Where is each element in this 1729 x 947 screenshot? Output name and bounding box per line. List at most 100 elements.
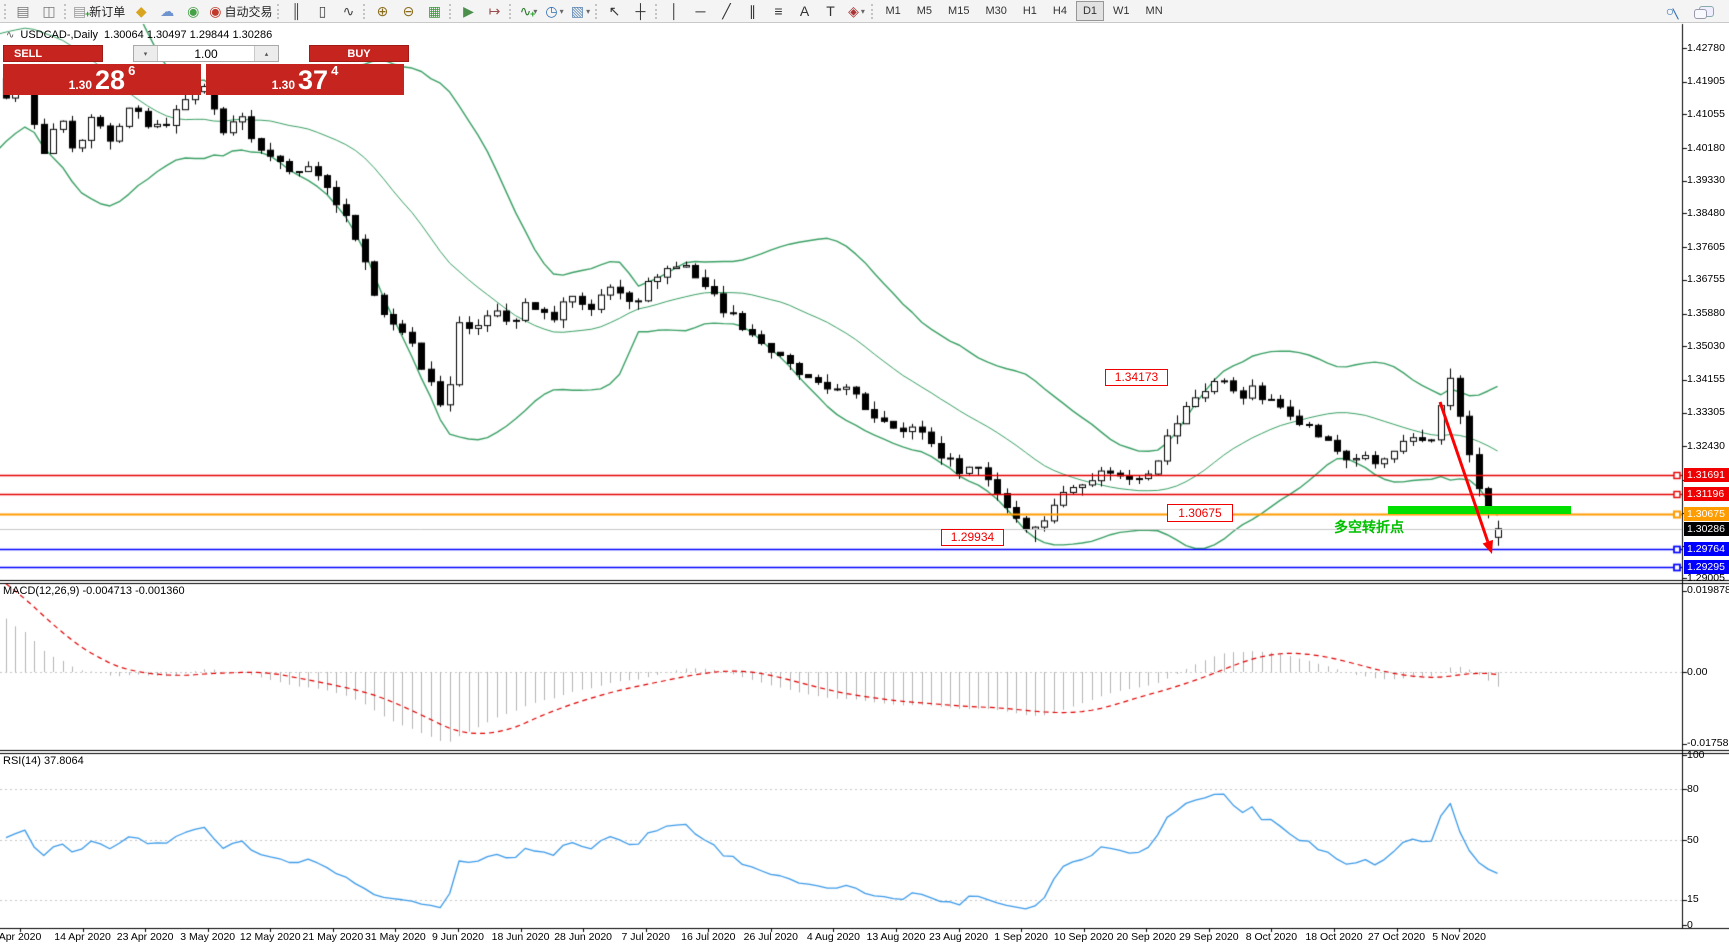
timeframe-mn-button[interactable]: MN bbox=[1145, 5, 1163, 17]
caret-down-icon: ▾ bbox=[143, 50, 148, 58]
line-chart-icon: ∿ bbox=[342, 3, 355, 19]
chart-symbol-period: USDCAD-,Daily bbox=[20, 29, 99, 41]
toolbar-group-handle bbox=[871, 3, 874, 19]
toolbar-group-handle bbox=[64, 3, 66, 19]
periods-button[interactable]: ◷ ▾ bbox=[541, 1, 567, 21]
timeframe-w1-button[interactable]: W1 bbox=[1113, 5, 1130, 17]
chart-ohlc-values: 1.30064 1.30497 1.29844 1.30286 bbox=[104, 29, 273, 41]
fibonacci-button[interactable]: ≡ bbox=[765, 1, 791, 21]
support-zone-bar[interactable] bbox=[1388, 506, 1571, 514]
tile-windows-button[interactable]: ▦ bbox=[421, 1, 447, 21]
zoom-in-icon: ⊕ bbox=[376, 3, 389, 19]
timeframe-d1-button[interactable]: D1 bbox=[1075, 1, 1105, 21]
horizontal-line-button[interactable]: ─ bbox=[687, 1, 713, 21]
timeframe-h4-button[interactable]: H4 bbox=[1052, 5, 1067, 17]
arrows-button[interactable]: ◈ ▾ bbox=[843, 1, 869, 21]
bar-chart-icon: ║ bbox=[291, 3, 302, 19]
sell-button[interactable]: SELL bbox=[3, 45, 103, 62]
toolbar-group-handle bbox=[4, 3, 6, 19]
text-label-icon: T bbox=[826, 3, 835, 19]
ask-price-display[interactable]: 1.30 37 4 bbox=[206, 64, 404, 95]
volume-decrease-button[interactable]: ▾ bbox=[134, 46, 158, 61]
dropdown-caret-icon: ▾ bbox=[860, 6, 865, 16]
arrows-icon: ◈ bbox=[848, 3, 859, 19]
search-window-button[interactable]: ◫ bbox=[36, 1, 62, 21]
buy-button[interactable]: BUY bbox=[309, 45, 409, 62]
trendline-button[interactable]: ╱ bbox=[713, 1, 739, 21]
channel-button[interactable]: ∥ bbox=[739, 1, 765, 21]
indicators-icon-overlay: + bbox=[530, 9, 536, 19]
autotrading-icon: ◉ bbox=[209, 3, 222, 19]
volume-increase-button[interactable]: ▴ bbox=[254, 46, 278, 61]
horizontal-line-icon: ─ bbox=[695, 3, 706, 19]
price-callout[interactable]: 1.29934 bbox=[941, 529, 1004, 546]
zoom-out-button[interactable]: ⊖ bbox=[395, 1, 421, 21]
toolbar: ▤ ◫ ▤ + 新订单 ◆ ☁ ◉ ◉ 自动交易 ║ ▯ ∿ ⊕ ⊖ ▦ ▶ ↦ ∿ + ▾ ◷ ▾ ▧ ▾ ↖ ┼ │ ─ ╱ ∥ ≡ A T ◈… bbox=[0, 0, 1729, 23]
window-icon: ▤ bbox=[16, 3, 30, 19]
market-watch-icon: ☁ bbox=[160, 3, 175, 19]
volume-input[interactable] bbox=[158, 46, 254, 61]
bid-price-display[interactable]: 1.30 28 6 bbox=[3, 64, 201, 95]
dropdown-caret-icon: ▾ bbox=[586, 6, 591, 16]
new-order-icon: ▤ + bbox=[73, 3, 91, 19]
chat-button[interactable] bbox=[1693, 1, 1719, 21]
chart-symbol-icon: ∿ bbox=[6, 29, 15, 41]
text-button[interactable]: A bbox=[791, 1, 817, 21]
new-order-button[interactable]: ▤ + 新订单 bbox=[70, 1, 128, 21]
tile-windows-icon: ▦ bbox=[427, 3, 442, 19]
bid-sup: 6 bbox=[128, 63, 136, 78]
chart-shift-button[interactable]: ↦ bbox=[481, 1, 507, 21]
window-button[interactable]: ▤ bbox=[10, 1, 36, 21]
caret-up-icon: ▴ bbox=[264, 50, 269, 58]
candlestick-chart-icon: ▯ bbox=[318, 3, 327, 19]
text-label-button[interactable]: T bbox=[817, 1, 843, 21]
bid-main: 28 bbox=[95, 65, 126, 95]
dropdown-caret-icon: ▾ bbox=[559, 6, 564, 16]
auto-scroll-icon: ▶ bbox=[463, 3, 474, 19]
candlestick-chart-button[interactable]: ▯ bbox=[309, 1, 335, 21]
toolbar-group-handle bbox=[595, 3, 598, 19]
zoom-in-button[interactable]: ⊕ bbox=[369, 1, 395, 21]
price-callout[interactable]: 1.30675 bbox=[1167, 504, 1233, 522]
market-watch-button[interactable]: ☁ bbox=[154, 1, 180, 21]
autotrading-button[interactable]: ◉ 自动交易 bbox=[206, 1, 275, 21]
fibonacci-icon: ≡ bbox=[774, 3, 783, 19]
timeframe-m30-button[interactable]: M30 bbox=[985, 5, 1007, 17]
price-callout[interactable]: 1.34173 bbox=[1105, 369, 1168, 386]
toolbar-group-handle bbox=[277, 3, 280, 19]
periods-icon: ◷ bbox=[545, 3, 558, 19]
indicators-button[interactable]: ∿ + ▾ bbox=[515, 1, 541, 21]
trendline-icon: ╱ bbox=[722, 3, 731, 19]
new-order-icon-overlay: + bbox=[84, 9, 91, 19]
chat-icon bbox=[1693, 5, 1714, 19]
timeframe-h1-button[interactable]: H1 bbox=[1022, 5, 1037, 17]
volume-stepper: ▾ ▴ bbox=[133, 45, 279, 62]
timeframe-m15-button[interactable]: M15 bbox=[948, 5, 970, 17]
signals-button[interactable]: ◉ bbox=[180, 1, 206, 21]
channel-icon: ∥ bbox=[748, 3, 756, 19]
search-button[interactable]: ○ ╲ bbox=[1657, 1, 1683, 21]
metaeditor-button[interactable]: ◆ bbox=[128, 1, 154, 21]
toolbar-right-icons: ○ ╲ bbox=[1657, 1, 1729, 21]
timeframe-m1-button[interactable]: M1 bbox=[885, 5, 901, 17]
text-icon: A bbox=[799, 3, 810, 19]
ask-main: 37 bbox=[298, 65, 329, 95]
autotrading-label: 自动交易 bbox=[224, 4, 273, 19]
templates-button[interactable]: ▧ ▾ bbox=[567, 1, 593, 21]
search-icon-overlay: ╲ bbox=[1672, 9, 1679, 19]
vertical-line-button[interactable]: │ bbox=[661, 1, 687, 21]
signals-icon: ◉ bbox=[187, 3, 200, 19]
ask-prefix: 1.30 bbox=[271, 78, 296, 92]
timeframe-m5-button[interactable]: M5 bbox=[916, 5, 933, 17]
toolbar-group-handle bbox=[509, 3, 512, 19]
crosshair-button[interactable]: ┼ bbox=[627, 1, 653, 21]
line-chart-button[interactable]: ∿ bbox=[335, 1, 361, 21]
toolbar-group-handle bbox=[655, 3, 658, 19]
new-order-label: 新订单 bbox=[89, 4, 126, 19]
metaeditor-icon: ◆ bbox=[135, 3, 147, 19]
cursor-button[interactable]: ↖ bbox=[601, 1, 627, 21]
turning-point-label[interactable]: 多空转折点 bbox=[1334, 519, 1404, 535]
bar-chart-button[interactable]: ║ bbox=[283, 1, 309, 21]
auto-scroll-button[interactable]: ▶ bbox=[455, 1, 481, 21]
